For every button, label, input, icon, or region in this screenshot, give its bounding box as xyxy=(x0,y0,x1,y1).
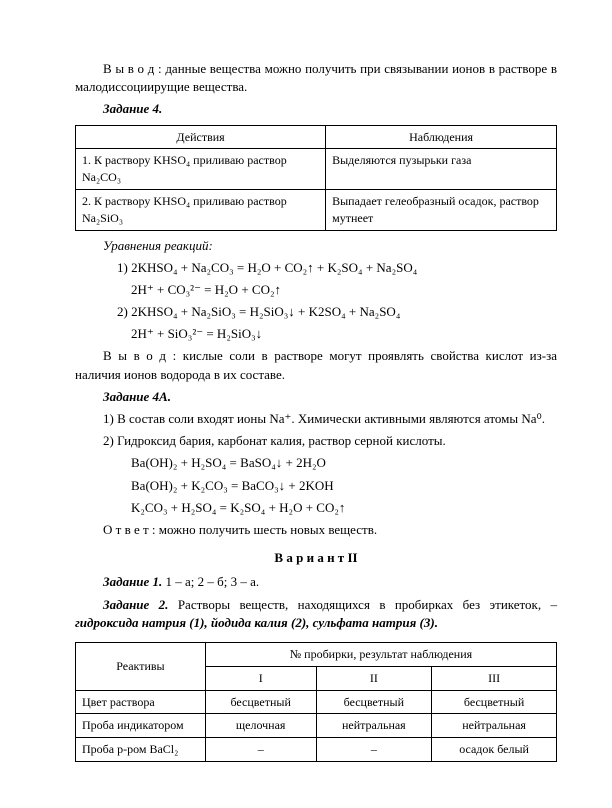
task4-heading: Задание 4. xyxy=(75,100,557,118)
v2-col-II: II xyxy=(316,666,432,690)
task4-table: Действия Наблюдения 1. К раствору KHSO₄ … xyxy=(75,125,557,231)
task4-eq-title: Уравнения реакций: xyxy=(75,237,557,255)
task4a-answer-label: О т в е т : xyxy=(103,522,156,537)
v2-col-III: III xyxy=(432,666,557,690)
intro-conclusion-label: В ы в о д : xyxy=(103,61,162,76)
task4-r2-action: 2. К раствору KHSO₄ приливаю раствор Na₂… xyxy=(76,189,326,230)
intro-conclusion: В ы в о д : данные вещества можно получи… xyxy=(75,60,557,96)
task4-r1-obs: Выделяются пузырьки газа xyxy=(326,149,557,190)
v2-r1-c1: бесцветный xyxy=(205,690,316,714)
task4-eq2a: 2) 2KHSO₄ + Na₂SiO₃ = H₂SiO₃↓ + K2SO₄ + … xyxy=(117,303,557,321)
task4a-line1: 1) В состав соли входят ионы Na⁺. Химиче… xyxy=(75,410,557,428)
task4-eq2b: 2H⁺ + SiO₃²⁻ = H₂SiO₃↓ xyxy=(131,325,557,343)
v2-r3-c3: осадок белый xyxy=(432,738,557,762)
v2-reagents-header: Реактивы xyxy=(76,642,206,690)
variant2-task2: Задание 2. Растворы веществ, находящихся… xyxy=(75,596,557,632)
task4a-eq3: K₂CO₃ + H₂SO₄ = K₂SO₄ + H₂O + CO₂↑ xyxy=(131,499,557,517)
variant2-task1-text: 1 – а; 2 – б; 3 – а. xyxy=(162,574,259,589)
variant2-task2-text: Растворы веществ, находящихся в пробирка… xyxy=(168,597,557,612)
task4-eq1a: 1) 2KHSO₄ + Na₂CO₃ = H₂O + CO₂↑ + K₂SO₄ … xyxy=(117,259,557,277)
task4-conclusion-label: В ы в о д : xyxy=(103,348,176,363)
v2-r1-c3: бесцветный xyxy=(432,690,557,714)
task4a-heading: Задание 4А. xyxy=(75,388,557,406)
table-row: 1. К раствору KHSO₄ приливаю раствор Na₂… xyxy=(76,149,557,190)
v2-r1-reagent: Цвет раствора xyxy=(76,690,206,714)
table-row: 2. К раствору KHSO₄ приливаю раствор Na₂… xyxy=(76,189,557,230)
task4-r2-obs: Выпадает гелеобразный осадок, раствор му… xyxy=(326,189,557,230)
variant2-task2-italic: гидроксида натрия (1), йодида калия (2),… xyxy=(75,615,438,630)
task4-col2-header: Наблюдения xyxy=(326,125,557,149)
variant2-table: Реактивы № пробирки, результат наблюдени… xyxy=(75,642,557,762)
variant2-title: В а р и а н т II xyxy=(75,549,557,567)
task4-r1-action: 1. К раствору KHSO₄ приливаю раствор Na₂… xyxy=(76,149,326,190)
v2-r3-c1: – xyxy=(205,738,316,762)
v2-col-I: I xyxy=(205,666,316,690)
v2-r2-c1: щелочная xyxy=(205,714,316,738)
v2-r2-reagent: Проба индикатором xyxy=(76,714,206,738)
task4a-line2: 2) Гидроксид бария, карбонат калия, раст… xyxy=(75,432,557,450)
task4a-eq1: Ba(OH)₂ + H₂SO₄ = BaSO₄↓ + 2H₂O xyxy=(131,454,557,472)
variant2-task1: Задание 1. 1 – а; 2 – б; 3 – а. xyxy=(75,573,557,591)
variant2-task1-label: Задание 1. xyxy=(103,574,162,589)
task4-eq1b: 2H⁺ + CO₃²⁻ = H₂O + CO₂↑ xyxy=(131,281,557,299)
table-row: Проба индикатором щелочная нейтральная н… xyxy=(76,714,557,738)
task4a-answer: О т в е т : можно получить шесть новых в… xyxy=(75,521,557,539)
table-row: Цвет раствора бесцветный бесцветный бесц… xyxy=(76,690,557,714)
task4a-eq2: Ba(OH)₂ + K₂CO₃ = BaCO₃↓ + 2KOH xyxy=(131,477,557,495)
v2-r3-c2: – xyxy=(316,738,432,762)
v2-r2-c3: нейтральная xyxy=(432,714,557,738)
task4-col1-header: Действия xyxy=(76,125,326,149)
v2-r2-c2: нейтральная xyxy=(316,714,432,738)
variant2-task2-label: Задание 2. xyxy=(103,597,168,612)
v2-r1-c2: бесцветный xyxy=(316,690,432,714)
v2-r3-reagent: Проба р-ром BaCl₂ xyxy=(76,738,206,762)
task4-conclusion: В ы в о д : кислые соли в растворе могут… xyxy=(75,347,557,383)
table-row: Проба р-ром BaCl₂ – – осадок белый xyxy=(76,738,557,762)
task4a-answer-text: можно получить шесть новых веществ. xyxy=(156,522,378,537)
v2-tubes-header: № пробирки, результат наблюдения xyxy=(205,642,556,666)
